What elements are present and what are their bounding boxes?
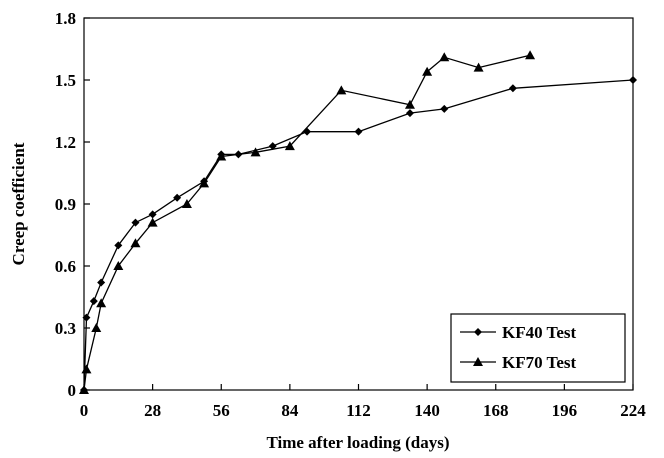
point-kf40-test: [303, 127, 312, 136]
y-tick-label: 0.9: [55, 195, 76, 214]
point-kf40-test: [82, 313, 91, 322]
legend-marker-kf40: [474, 328, 482, 336]
point-kf70-test: [79, 385, 89, 394]
y-tick-label: 1.2: [55, 133, 76, 152]
point-kf40-test: [405, 109, 414, 118]
point-kf70-test: [422, 66, 433, 76]
point-kf70-test: [81, 364, 92, 374]
point-kf70-test: [250, 147, 261, 157]
point-kf70-test: [336, 85, 347, 95]
point-kf40-test: [354, 127, 363, 136]
y-tick-label: 0.3: [55, 319, 76, 338]
legend-box: [450, 313, 626, 383]
series-line-kf70-test: [83, 54, 531, 391]
x-tick-label: 28: [144, 401, 161, 420]
x-tick-label: 140: [414, 401, 440, 420]
point-kf40-test: [173, 193, 182, 202]
legend-marker-kf70: [473, 357, 483, 366]
legend: KF40 Test KF70 Test: [450, 313, 626, 383]
point-kf70-test: [147, 217, 158, 227]
y-tick-label: 0: [68, 381, 77, 400]
point-kf70-test: [130, 238, 141, 248]
point-kf70-test: [113, 261, 124, 270]
x-tick-label: 196: [552, 401, 578, 420]
point-kf40-test: [89, 297, 98, 306]
point-kf40-test: [629, 76, 637, 84]
series-line-kf40-test: [83, 79, 634, 391]
point-kf40-test: [148, 210, 157, 219]
x-tick-label: 0: [80, 401, 89, 420]
point-kf40-test: [114, 241, 123, 250]
point-kf70-test: [525, 50, 536, 60]
point-kf70-test: [284, 141, 295, 151]
point-kf70-test: [91, 323, 102, 332]
point-kf70-test: [439, 52, 450, 62]
point-kf40-test: [440, 104, 449, 113]
x-tick-label: 112: [346, 401, 371, 420]
y-tick-label: 1.8: [55, 9, 76, 28]
point-kf70-test: [199, 178, 210, 188]
x-tick-label: 56: [213, 401, 230, 420]
point-kf70-test: [404, 99, 415, 109]
point-kf40-test: [268, 142, 277, 151]
x-tick-label: 84: [281, 401, 299, 420]
point-kf70-test: [181, 199, 192, 208]
series-layer: [79, 50, 637, 394]
x-tick-label: 168: [483, 401, 509, 420]
legend-label-kf70: KF70 Test: [502, 353, 576, 372]
point-kf40-test: [131, 218, 140, 227]
x-axis-title: Time after loading (days): [266, 433, 449, 452]
y-axis-ticks: 0 0.3 0.6 0.9 1.2 1.5 1.8: [55, 9, 90, 400]
y-axis-title: Creep coefficient: [9, 142, 28, 265]
x-tick-label: 224: [620, 401, 646, 420]
point-kf70-test: [473, 62, 484, 72]
y-tick-label: 1.5: [55, 71, 76, 90]
y-tick-label: 0.6: [55, 257, 76, 276]
x-axis-ticks: 0 28 56 84 112 140 168 196 224: [80, 384, 646, 420]
point-kf70-test: [96, 298, 107, 308]
point-kf40-test: [97, 278, 106, 287]
point-kf70-test: [216, 151, 227, 161]
legend-label-kf40: KF40 Test: [502, 323, 576, 342]
point-kf40-test: [508, 84, 517, 93]
